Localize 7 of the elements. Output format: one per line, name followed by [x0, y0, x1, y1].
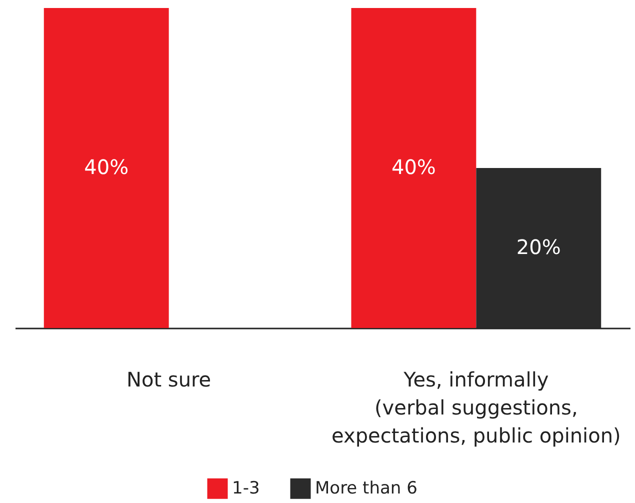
- legend-label: More than 6: [315, 478, 418, 499]
- data-label: 40%: [391, 155, 436, 179]
- legend-label: 1-3: [232, 478, 260, 499]
- data-label: 20%: [516, 235, 561, 259]
- data-label: 40%: [84, 155, 129, 179]
- x-tick-label: Not sure: [126, 368, 212, 392]
- x-tick-label: Yes, informally (verbal suggestions, expectations, public opinion): [332, 368, 621, 448]
